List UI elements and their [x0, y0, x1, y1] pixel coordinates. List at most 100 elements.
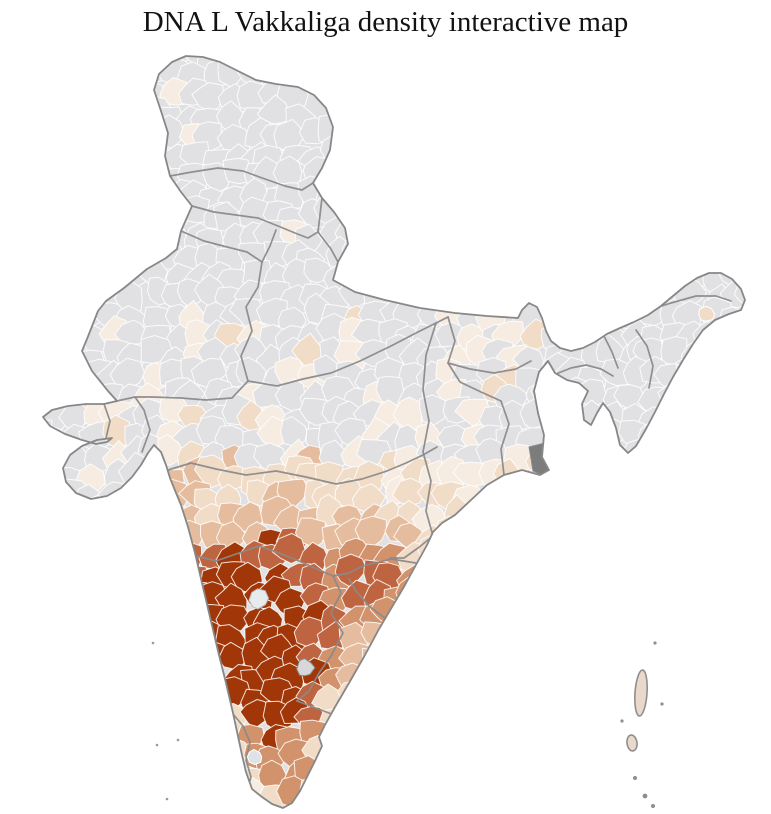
district[interactable] — [131, 219, 165, 244]
district[interactable] — [681, 116, 712, 149]
andaman-island[interactable] — [626, 734, 638, 752]
district[interactable] — [575, 134, 608, 167]
district[interactable] — [437, 578, 474, 611]
district[interactable] — [721, 423, 758, 455]
district[interactable] — [381, 256, 413, 290]
district[interactable] — [616, 141, 649, 176]
district[interactable] — [661, 401, 690, 432]
district[interactable] — [617, 263, 648, 296]
district[interactable] — [496, 157, 530, 190]
district[interactable] — [370, 217, 403, 248]
district[interactable] — [481, 608, 514, 636]
district[interactable] — [511, 195, 543, 232]
district[interactable] — [361, 654, 390, 688]
district[interactable] — [56, 498, 90, 527]
district[interactable] — [479, 260, 514, 293]
district[interactable] — [343, 122, 375, 151]
district[interactable] — [433, 515, 469, 550]
district[interactable] — [53, 223, 88, 253]
district[interactable] — [115, 145, 150, 173]
district[interactable] — [15, 379, 50, 410]
district[interactable] — [598, 280, 628, 310]
district[interactable] — [618, 119, 655, 148]
district[interactable] — [705, 181, 738, 213]
district-arunachal-peach[interactable] — [698, 305, 716, 322]
district[interactable] — [702, 236, 732, 267]
district[interactable] — [623, 156, 655, 190]
district[interactable] — [92, 200, 130, 235]
district[interactable] — [183, 701, 216, 728]
district[interactable] — [101, 161, 136, 197]
district[interactable] — [44, 278, 75, 315]
district[interactable] — [61, 364, 95, 391]
district[interactable] — [595, 235, 623, 268]
district[interactable] — [484, 176, 514, 208]
district[interactable] — [515, 480, 546, 510]
district[interactable] — [119, 159, 151, 191]
district[interactable] — [573, 255, 608, 289]
district[interactable] — [122, 96, 154, 130]
district[interactable] — [638, 189, 669, 217]
district[interactable] — [200, 741, 232, 773]
district[interactable] — [599, 175, 631, 208]
district[interactable] — [453, 595, 484, 626]
district[interactable] — [381, 207, 412, 238]
district[interactable] — [194, 663, 222, 693]
district[interactable] — [481, 557, 509, 588]
district[interactable] — [354, 515, 387, 549]
district[interactable] — [162, 622, 196, 651]
district[interactable] — [437, 160, 469, 189]
district[interactable] — [531, 145, 565, 175]
district[interactable] — [540, 120, 568, 151]
district[interactable] — [33, 146, 62, 175]
district[interactable] — [680, 382, 711, 417]
district[interactable] — [340, 184, 371, 212]
district[interactable] — [142, 507, 177, 536]
district[interactable] — [600, 162, 638, 192]
district[interactable] — [294, 517, 327, 549]
district[interactable] — [696, 155, 728, 187]
district[interactable] — [455, 545, 488, 575]
district[interactable] — [470, 126, 506, 157]
district[interactable] — [78, 196, 106, 227]
district[interactable] — [184, 682, 211, 709]
district[interactable] — [356, 683, 388, 710]
district[interactable] — [361, 161, 396, 190]
district[interactable] — [644, 126, 677, 160]
district[interactable] — [636, 227, 667, 257]
district[interactable] — [239, 699, 272, 730]
district[interactable] — [122, 83, 151, 116]
district[interactable] — [675, 364, 706, 393]
district[interactable] — [131, 534, 166, 566]
district[interactable] — [561, 258, 590, 290]
district[interactable] — [598, 267, 631, 295]
district[interactable] — [717, 402, 751, 432]
district[interactable] — [748, 184, 771, 216]
district[interactable] — [454, 188, 488, 217]
district[interactable] — [486, 142, 519, 170]
district[interactable] — [417, 158, 449, 190]
district[interactable] — [26, 184, 51, 212]
district[interactable] — [719, 343, 751, 377]
district[interactable] — [419, 257, 451, 287]
district[interactable] — [44, 297, 73, 327]
district[interactable] — [135, 183, 164, 214]
district[interactable] — [341, 238, 370, 269]
district[interactable] — [38, 499, 70, 527]
district[interactable] — [624, 275, 655, 309]
district[interactable] — [593, 138, 627, 166]
district[interactable] — [75, 220, 105, 252]
district[interactable] — [357, 222, 385, 250]
district[interactable] — [516, 495, 547, 531]
district[interactable] — [655, 215, 686, 250]
district[interactable] — [572, 173, 602, 209]
district[interactable] — [462, 268, 494, 297]
district[interactable] — [444, 123, 479, 157]
district[interactable] — [653, 436, 690, 468]
district[interactable] — [293, 616, 324, 650]
district[interactable] — [57, 161, 90, 193]
district[interactable] — [153, 553, 186, 590]
district[interactable] — [556, 142, 593, 170]
district[interactable] — [385, 119, 416, 153]
